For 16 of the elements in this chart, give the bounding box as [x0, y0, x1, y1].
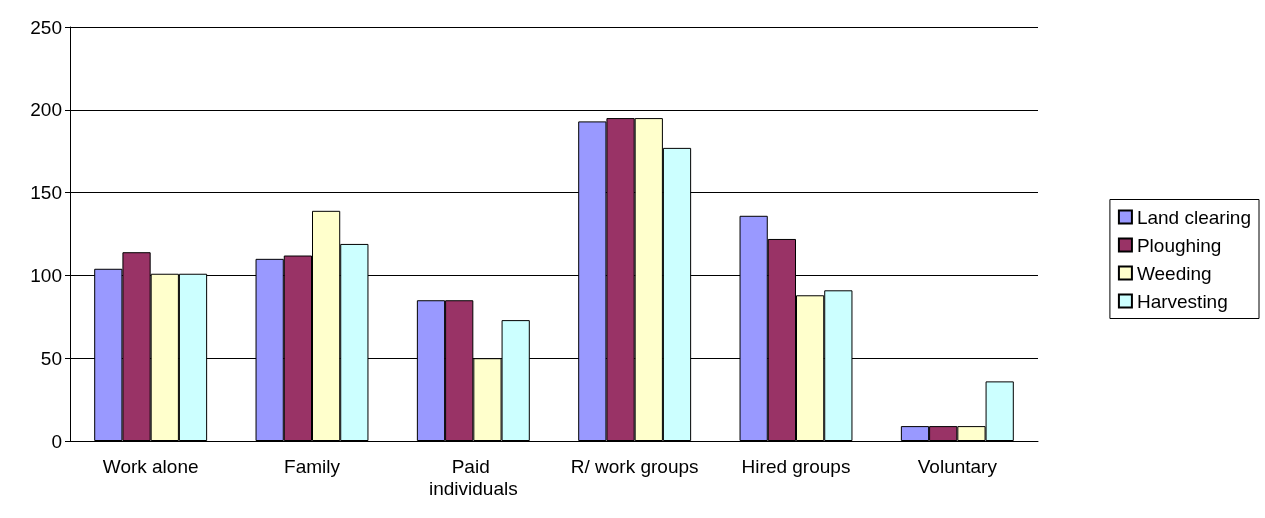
x-tick-label: Work alone: [102, 455, 199, 477]
legend-label: Weeding: [1136, 262, 1212, 284]
x-tick-label: Paid individuals: [428, 455, 518, 499]
x-tick-label: Hired groups: [741, 455, 851, 477]
x-tick-label: Voluntary: [917, 455, 998, 477]
y-tick-label: 0: [51, 430, 62, 452]
legend-label: Harvesting: [1136, 290, 1228, 312]
y-tick-label: 100: [30, 264, 62, 286]
y-tick-label: 150: [30, 182, 62, 204]
legend-label: Land clearing: [1136, 206, 1252, 228]
x-tick-label: R/ work groups: [570, 455, 699, 477]
x-tick-label: Family: [284, 455, 341, 477]
y-tick-label: 50: [40, 347, 62, 369]
legend-label: Ploughing: [1136, 234, 1222, 256]
y-tick-label: 250: [30, 16, 62, 38]
y-tick-label: 200: [30, 99, 62, 121]
